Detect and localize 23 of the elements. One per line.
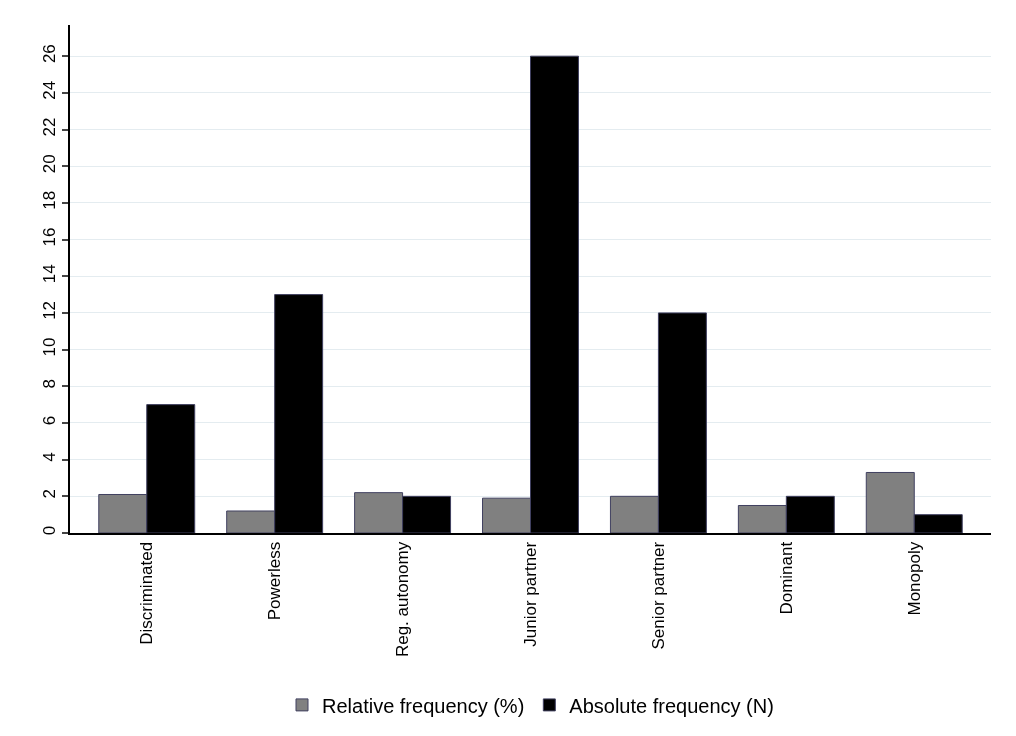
y-tick-label: 10 [40, 337, 60, 357]
legend-label: Absolute frequency (N) [569, 694, 774, 717]
y-tick-label: 18 [40, 190, 60, 210]
y-tick-label: 6 [40, 415, 60, 426]
y-tick-label: 20 [40, 154, 60, 174]
y-tick-label: 16 [40, 227, 60, 247]
y-tick-label: 2 [40, 489, 60, 499]
x-tick-label: Reg. autonomy [393, 541, 413, 658]
x-tick-label: Junior partner [521, 541, 541, 647]
y-tick-label: 22 [40, 117, 60, 137]
y-tick-label: 14 [40, 264, 60, 284]
x-tick-label: Dominant [776, 541, 796, 615]
x-tick-label: Discriminated [137, 541, 157, 645]
y-tick-label: 4 [40, 452, 60, 462]
x-tick-label: Monopoly [904, 541, 924, 616]
y-tick-label: 12 [40, 300, 60, 320]
y-tick-label: 24 [40, 80, 60, 100]
y-tick-label: 8 [40, 379, 60, 389]
x-tick-label: Senior partner [648, 541, 668, 650]
y-tick-label: 26 [40, 44, 60, 64]
legend-label: Relative frequency (%) [322, 694, 525, 717]
x-tick-label: Powerless [265, 541, 285, 621]
y-tick-label: 0 [40, 525, 60, 536]
